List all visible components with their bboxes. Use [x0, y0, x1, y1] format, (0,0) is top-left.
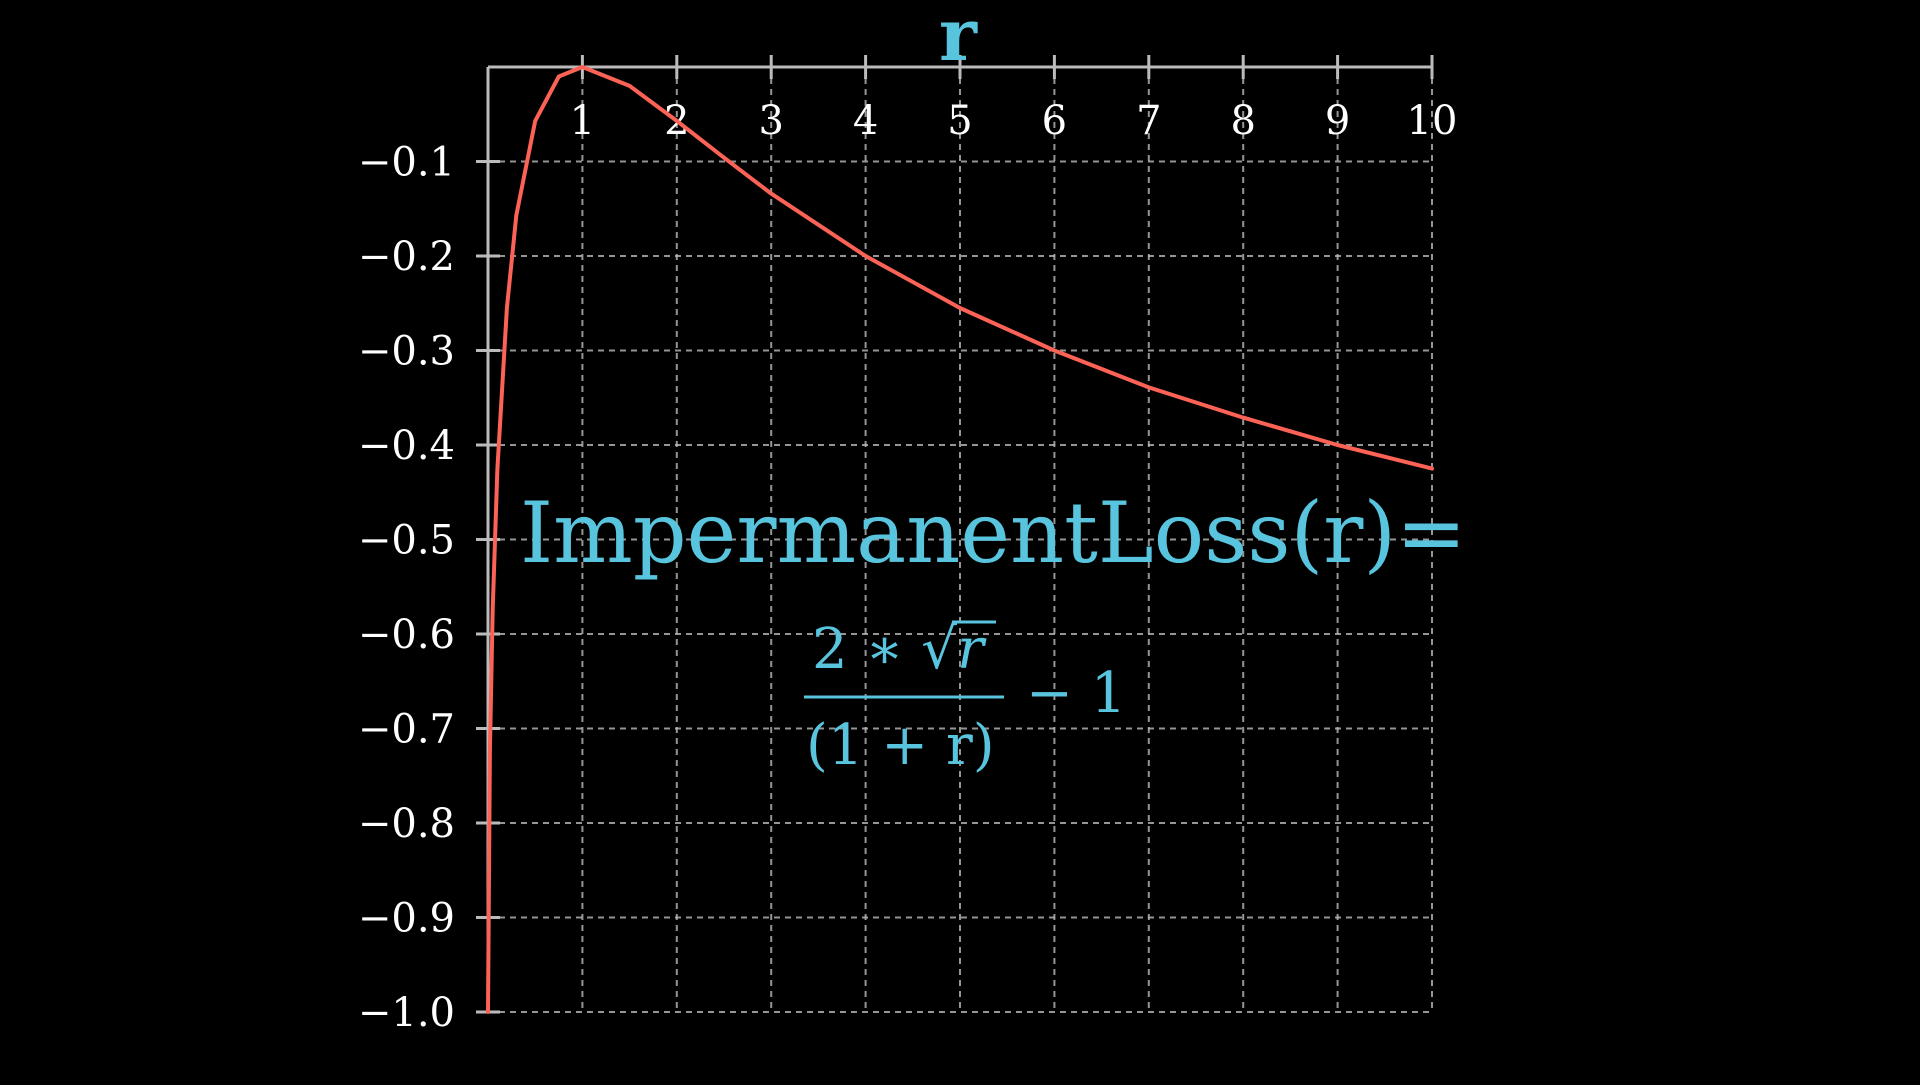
formula-tail: − 1: [1026, 661, 1126, 726]
formula-sqrt-argument: r: [957, 617, 987, 682]
impermanent-loss-curve: [486, 65, 1434, 1014]
y-tick-label-2: −0.2: [358, 234, 455, 280]
x-tick-label-5: 5: [947, 98, 972, 144]
x-tick-label-10: 10: [1407, 98, 1458, 144]
y-tick-label-6: −0.6: [358, 612, 455, 658]
x-tick-label-4: 4: [853, 98, 878, 144]
y-tick-label-1: −0.1: [358, 140, 455, 186]
y-tick-label-5: −0.5: [358, 518, 455, 564]
y-tick-label-4: −0.4: [358, 423, 455, 469]
formula-denominator: (1 + r): [806, 713, 995, 778]
x-tick-label-6: 6: [1042, 98, 1067, 144]
x-tick-label-8: 8: [1230, 98, 1255, 144]
formula-title: ImpermanentLoss(r)=: [520, 484, 1467, 582]
y-tick-label-9: −0.9: [358, 896, 455, 942]
y-tick-label-7: −0.7: [358, 707, 455, 753]
tick-labels: 1 2 3 4 5 6 7 8 9 10−0.1−0.2−0.3−0.4−0.5−0.6−0.7−…: [358, 98, 1458, 1036]
y-tick-label-10: −1.0: [358, 990, 455, 1036]
x-tick-label-7: 7: [1136, 98, 1161, 144]
x-tick-label-9: 9: [1325, 98, 1350, 144]
x-tick-label-3: 3: [758, 98, 783, 144]
formula-numerator-coefficient: 2 ∗: [812, 617, 921, 682]
curve-layer: [486, 65, 1434, 1014]
formula-annotation: ImpermanentLoss(r)= 2 ∗ √r (1 + r) − 1: [520, 484, 1467, 778]
formula-numerator: 2 ∗ √r: [812, 617, 987, 682]
x-tick-label-1: 1: [570, 98, 595, 144]
formula-sqrt-symbol: √: [921, 617, 957, 682]
y-tick-label-8: −0.8: [358, 801, 455, 847]
x-axis-title: r: [939, 0, 978, 77]
y-tick-label-3: −0.3: [358, 329, 455, 375]
grid-lines: [488, 67, 1433, 1013]
